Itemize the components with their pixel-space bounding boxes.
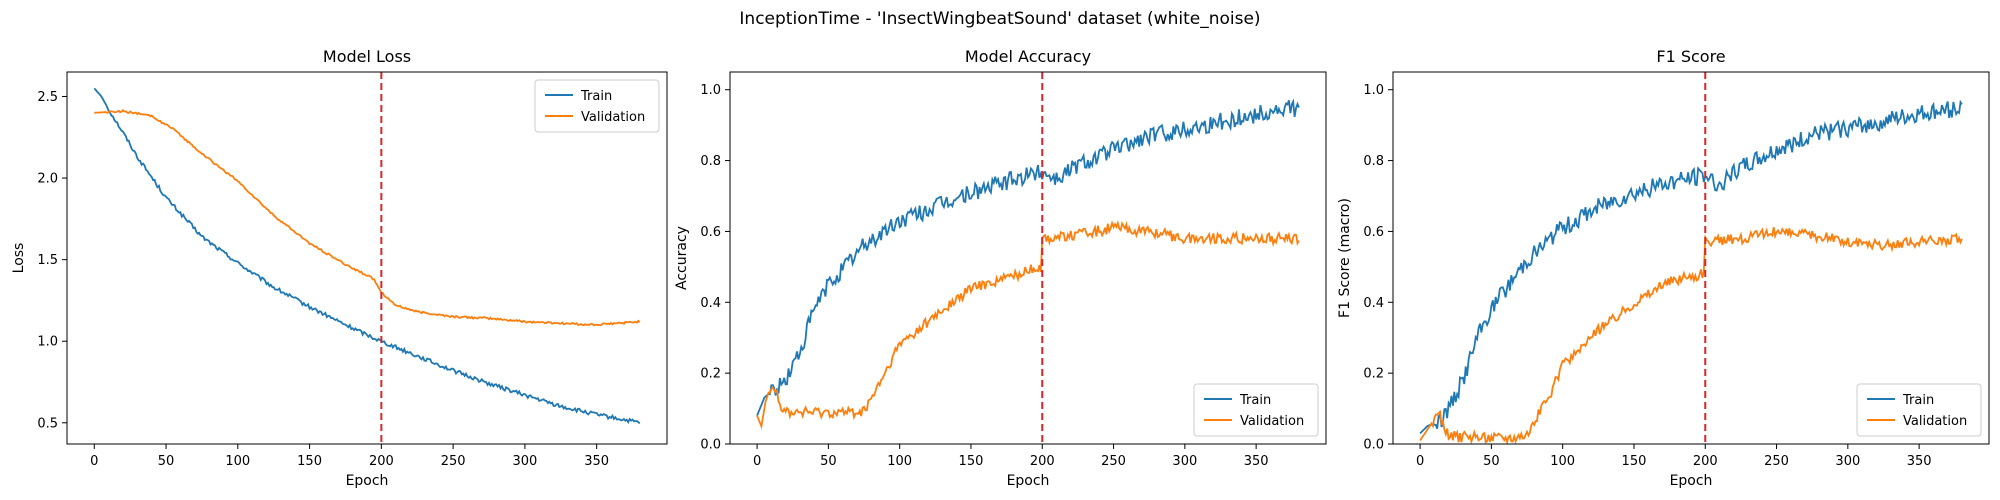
chart-panel-1: Model Loss 0 50 100 150 200 250 300 350 0.5 1.0 1.5… (11, 47, 668, 489)
legend-box (1856, 383, 1982, 437)
x-tick-label: 250 (1764, 454, 1789, 469)
axes-frame (1392, 71, 1990, 445)
x-tick-label: 100 (225, 454, 250, 469)
y-tick-label: 1.0 (700, 83, 721, 98)
legend-label-train: Train (580, 89, 612, 104)
legend-label-train: Train (1239, 393, 1271, 408)
series-line-validation (1419, 227, 1963, 446)
series-line-train (756, 98, 1300, 417)
x-tick-label: 250 (441, 454, 466, 469)
chart-title: F1 Score (1656, 47, 1725, 66)
x-tick-label: 200 (1693, 454, 1718, 469)
y-tick-label: 0.4 (1363, 296, 1384, 311)
y-tick-label: 0.2 (1363, 367, 1384, 382)
x-tick-label: 0 (90, 454, 98, 469)
y-axis-label: F1 Score (macro) (1337, 198, 1353, 318)
y-tick-label: 2.5 (37, 90, 58, 105)
legend: Train Validation (1856, 383, 1982, 437)
legend-label-validation: Validation (581, 110, 645, 125)
y-tick-label: 1.0 (37, 335, 58, 350)
x-tick-label: 350 (1907, 454, 1932, 469)
x-tick-label: 100 (887, 454, 912, 469)
y-tick-label: 0.0 (700, 438, 721, 453)
legend-label-train: Train (1902, 393, 1934, 408)
x-tick-label: 200 (1030, 454, 1055, 469)
y-tick-label: 0.4 (700, 296, 721, 311)
y-tick-label: 2.0 (37, 172, 58, 187)
x-tick-label: 300 (512, 454, 537, 469)
x-tick-label: 50 (158, 454, 175, 469)
chart-title: Model Loss (323, 47, 411, 66)
x-tick-label: 300 (1172, 454, 1197, 469)
y-tick-label: 0.6 (1363, 225, 1384, 240)
y-tick-label: 0.8 (700, 154, 721, 169)
x-tick-label: 50 (1483, 454, 1500, 469)
x-tick-label: 300 (1835, 454, 1860, 469)
x-tick-label: 0 (1416, 454, 1424, 469)
x-tick-label: 150 (1622, 454, 1647, 469)
y-tick-label: 0.0 (1363, 438, 1384, 453)
series-line-train (1419, 99, 1963, 435)
x-tick-label: 150 (959, 454, 984, 469)
axes-frame (66, 71, 668, 445)
y-tick-label: 1.0 (1363, 83, 1384, 98)
y-tick-label: 0.8 (1363, 154, 1384, 169)
legend: Train Validation (1193, 383, 1319, 437)
x-tick-label: 100 (1550, 454, 1575, 469)
legend-box (534, 79, 660, 133)
legend: Train Validation (534, 79, 660, 133)
chart-panel-2: Model Accuracy 0 50 100 150 200 250 300 350 0.0 0.… (674, 47, 1327, 489)
x-tick-label: 0 (753, 454, 761, 469)
x-axis-label: Epoch (1007, 473, 1050, 489)
x-tick-label: 250 (1101, 454, 1126, 469)
x-axis-label: Epoch (346, 473, 389, 489)
x-tick-label: 50 (820, 454, 837, 469)
legend-label-validation: Validation (1903, 414, 1967, 429)
x-tick-label: 200 (369, 454, 394, 469)
series-line-train (93, 87, 641, 425)
y-tick-label: 0.2 (700, 367, 721, 382)
x-tick-label: 350 (1244, 454, 1269, 469)
y-axis-label: Accuracy (674, 226, 690, 290)
chart-panel-3: F1 Score 0 50 100 150 200 250 300 350 0.0 0.2 0.4 0.… (1337, 47, 1990, 489)
figure-title: InceptionTime - 'InsectWingbeatSound' da… (739, 9, 1260, 29)
y-tick-label: 0.5 (37, 416, 58, 431)
y-tick-label: 1.5 (37, 253, 58, 268)
axes-frame (729, 71, 1327, 445)
series-line-validation (94, 108, 641, 327)
x-tick-label: 150 (297, 454, 322, 469)
legend-label-validation: Validation (1240, 414, 1304, 429)
x-tick-label: 350 (584, 454, 609, 469)
series-line-validation (756, 219, 1300, 430)
legend-box (1193, 383, 1319, 437)
y-tick-label: 0.6 (700, 225, 721, 240)
y-axis-label: Loss (11, 243, 27, 274)
x-axis-label: Epoch (1670, 473, 1713, 489)
chart-title: Model Accuracy (965, 47, 1091, 66)
